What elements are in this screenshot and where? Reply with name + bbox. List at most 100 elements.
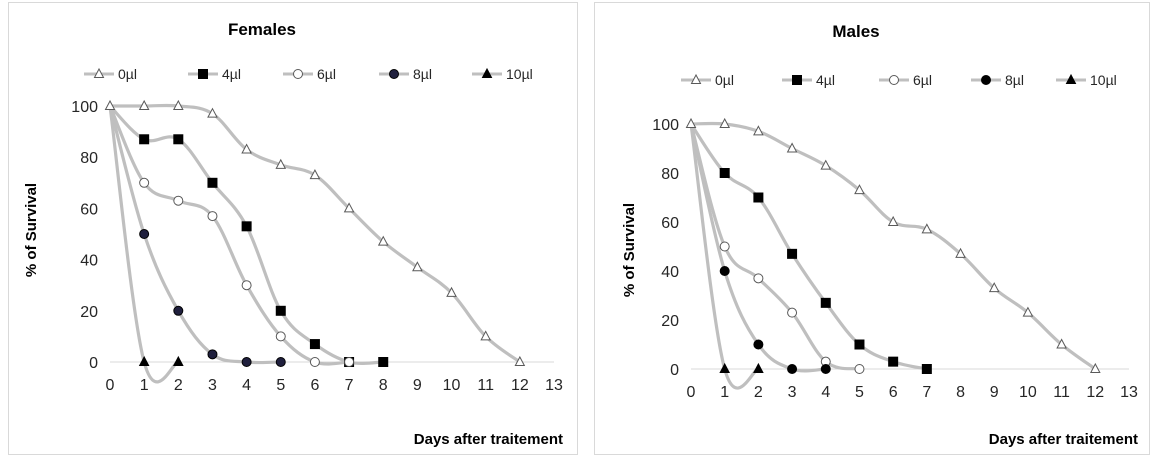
series-4 [689,122,828,373]
data-point [820,297,831,308]
x-tick-label: 5 [276,377,285,394]
x-tick-label: 4 [242,377,251,394]
legend-marker [1065,73,1077,84]
y-tick-label: 0 [89,355,98,372]
series-line [108,104,180,384]
legend-item: 0µl [681,72,734,88]
chart-panel-males: Males 0µl 4µl 6µl 8µl 10µl 0 20 40 60 80 100 0 1 2 3 4 5 6… [586,0,1152,455]
data-point [1089,362,1101,373]
x-tick-label: 6 [310,377,319,394]
data-point [719,168,730,178]
series-markers-1 [104,99,526,366]
x-tick-label: 10 [443,377,461,394]
data-point [480,330,492,341]
x-tick-label: 13 [1120,384,1138,401]
data-point [173,195,184,206]
legend-item: 10µl [472,66,533,82]
data-point [854,184,865,195]
legend-marker [981,75,991,85]
data-point [887,215,899,226]
series-markers-3 [719,241,865,374]
data-point [343,202,355,213]
y-tick-label: 20 [80,304,98,321]
legend-label: 6µl [913,72,932,88]
data-point [921,223,933,234]
data-point [139,229,150,239]
legend-marker [690,73,702,84]
y-tick-label: 80 [661,166,679,183]
x-tick-label: 12 [511,377,529,394]
legend-item: 0µl [84,66,137,82]
data-point [719,241,730,252]
data-point [241,143,252,154]
data-point [820,364,831,374]
data-point [719,117,731,128]
legend-label: 0µl [118,66,137,82]
legend-label: 6µl [317,66,336,82]
data-point [753,362,764,373]
data-point [207,107,218,118]
series-line [689,122,760,390]
series-5 [689,122,760,390]
data-point [786,142,798,153]
legend-label: 8µl [413,66,432,82]
data-point [172,355,184,366]
legend-label: 4µl [816,72,835,88]
x-tick-label: 6 [889,384,898,401]
x-tick-label: 11 [477,377,494,394]
x-tick-label: 5 [855,384,864,401]
data-point [207,211,218,222]
data-point [275,357,286,367]
series-markers-5 [138,355,184,366]
y-tick-label: 40 [661,264,679,281]
data-point [173,305,184,316]
legend-item: 10µl [1056,72,1117,88]
data-point [241,280,252,291]
x-tick-label: 3 [788,384,797,401]
data-point [377,235,389,246]
x-tick-label: 8 [956,384,965,401]
data-point [446,286,457,297]
series-line [108,103,522,364]
data-point [104,99,116,110]
panel-divider [580,0,586,455]
data-point [753,339,764,350]
series-markers-3 [139,177,355,367]
legend-marker [481,67,493,78]
series-markers-1 [685,117,1101,373]
y-tick-label: 0 [670,362,679,379]
data-point [787,364,798,374]
chart-panel-females: Females 0µl 4µl 6µl 8µl 10µl 0 20 40 60 80 100 0 1 2 3 4… [8,2,578,455]
data-point [412,261,423,272]
x-tick-label: 2 [754,384,763,401]
legend: 0µl 4µl 6µl 8µl 10µl [84,66,533,82]
data-point [309,169,321,180]
y-tick-label: 100 [71,99,98,116]
x-tick-label: 8 [379,377,388,394]
data-point [241,221,252,232]
series-5 [108,104,180,384]
legend-item: 8µl [971,72,1024,88]
data-point [275,305,286,316]
x-tick-label: 9 [990,384,999,401]
series-markers-2 [139,134,389,367]
data-point [1022,306,1034,317]
x-tick-label: 4 [821,384,830,401]
data-point [378,357,389,367]
x-tick-label: 0 [106,377,115,394]
data-point [988,282,1000,293]
data-point [787,307,798,318]
legend-label: 0µl [715,72,734,88]
data-point [207,349,218,360]
legend-label: 8µl [1005,72,1024,88]
y-axis-label: % of Survival [23,183,40,277]
data-point [787,248,798,259]
series-1 [108,103,522,364]
data-point [955,247,966,258]
x-tick-label: 3 [208,377,217,394]
x-tick-label: 0 [687,384,696,401]
x-tick-label: 9 [413,377,422,394]
data-point [172,99,184,110]
data-point [719,362,731,373]
x-tick-label: 2 [174,377,183,394]
